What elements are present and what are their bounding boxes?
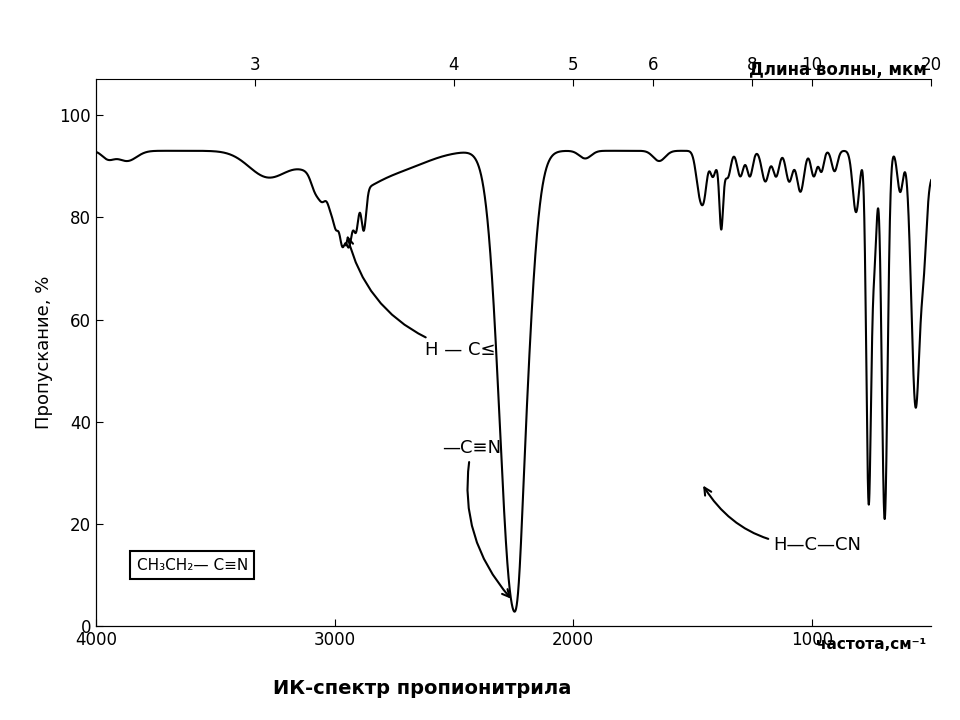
Text: CH₃CH₂— C≡N: CH₃CH₂— C≡N [136, 557, 248, 572]
Text: ИК-спектр пропионитрила: ИК-спектр пропионитрила [274, 680, 571, 698]
Text: —C≡N: —C≡N [442, 438, 510, 597]
Y-axis label: Пропускание, %: Пропускание, % [35, 276, 53, 430]
Text: Длина волны, мкм: Длина волны, мкм [749, 61, 926, 79]
Text: H—C—CN: H—C—CN [705, 487, 862, 554]
Text: частота,см⁻¹: частота,см⁻¹ [816, 637, 926, 652]
Text: H — C≤: H — C≤ [346, 238, 496, 359]
